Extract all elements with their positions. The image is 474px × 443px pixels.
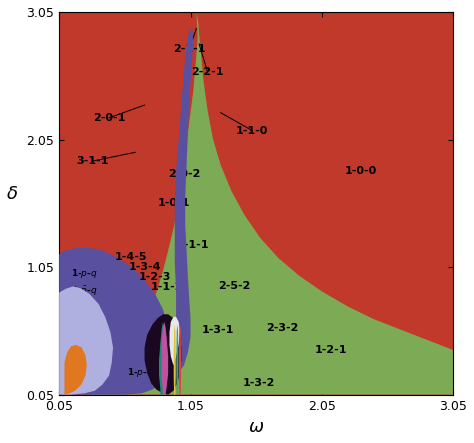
Text: 2-1-1: 2-1-1 [173,44,205,54]
Text: 2-0-2: 2-0-2 [168,169,200,179]
X-axis label: ω: ω [248,418,264,436]
Text: 1-1-0: 1-1-0 [236,125,268,136]
Polygon shape [59,286,113,395]
Text: 1-0-0: 1-0-0 [345,167,377,176]
Polygon shape [145,314,182,395]
Polygon shape [168,28,193,378]
Text: $\mathbf{1}$-$\bar{p}$-$q$: $\mathbf{1}$-$\bar{p}$-$q$ [71,284,98,296]
Text: 2-0-1: 2-0-1 [93,113,125,123]
Text: 1-2-3: 1-2-3 [139,272,171,282]
Text: 1-3-1: 1-3-1 [202,325,234,334]
Text: 2-3-2: 2-3-2 [266,323,299,333]
Text: 1-1-2: 1-1-2 [151,283,183,292]
Text: 3-1-1: 3-1-1 [76,156,108,166]
Polygon shape [82,12,453,395]
Text: 1-0-1: 1-0-1 [157,198,190,208]
Polygon shape [170,317,180,365]
Text: 2-2-1: 2-2-1 [191,67,224,77]
Text: $\mathbf{1}$-$p$-$q$: $\mathbf{1}$-$p$-$q$ [71,267,98,280]
Y-axis label: δ: δ [7,185,18,203]
Text: $\mathbf{1}$-$p$-$\bar{q}$: $\mathbf{1}$-$p$-$\bar{q}$ [128,366,155,380]
Polygon shape [59,248,171,395]
Text: 1-2-1: 1-2-1 [315,345,347,355]
Polygon shape [179,324,181,395]
Text: $\mathbf{1}$-$\bar{p}$-$\bar{q}$: $\mathbf{1}$-$\bar{p}$-$\bar{q}$ [71,300,98,313]
Polygon shape [159,322,167,395]
Polygon shape [162,322,168,395]
Polygon shape [64,345,87,395]
Text: 1-3-4: 1-3-4 [128,262,161,272]
Polygon shape [176,324,178,395]
Text: 1-3-2: 1-3-2 [243,378,275,388]
Polygon shape [173,324,176,395]
Text: 1-1-1: 1-1-1 [177,241,210,250]
Text: 2-5-2: 2-5-2 [218,281,250,291]
Text: 1-4-5: 1-4-5 [115,252,148,262]
